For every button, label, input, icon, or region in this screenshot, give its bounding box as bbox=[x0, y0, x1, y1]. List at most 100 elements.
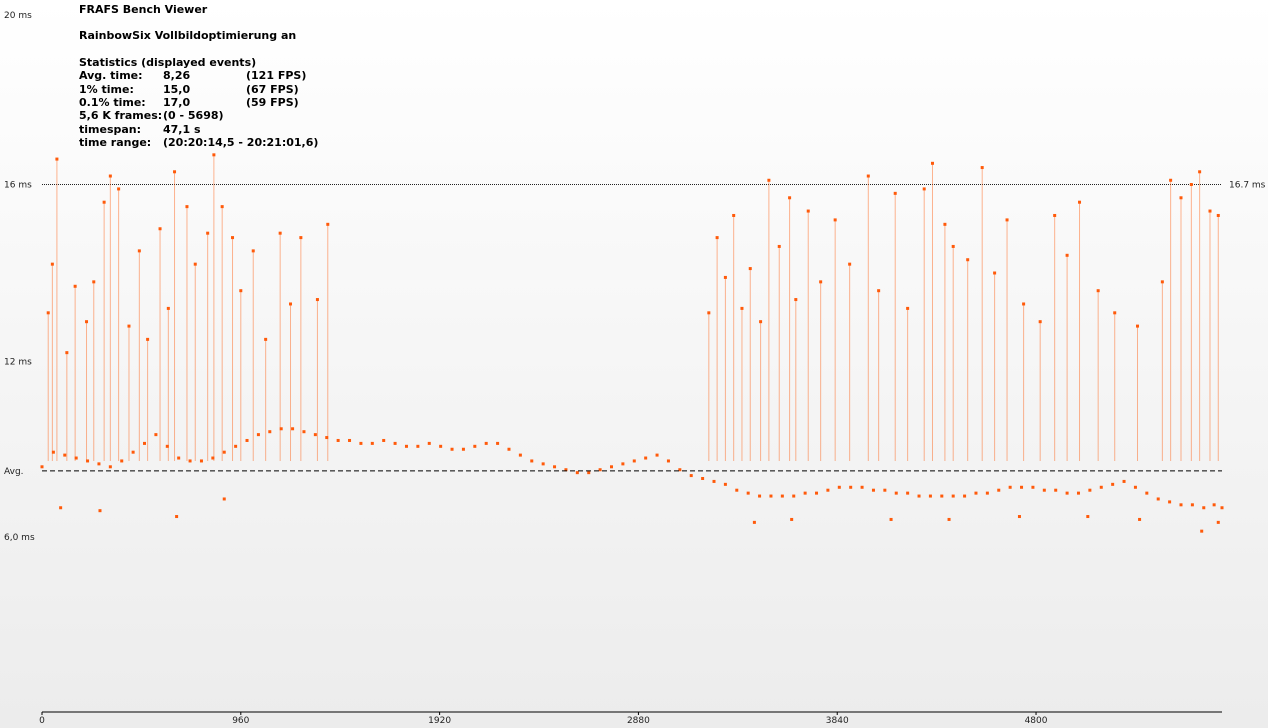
y-tick-label: 20 ms bbox=[4, 11, 32, 21]
frametime-point bbox=[439, 444, 443, 448]
frametime-point bbox=[777, 244, 781, 248]
frametime-point bbox=[212, 153, 216, 157]
frametime-point bbox=[1145, 491, 1149, 495]
frametime-point bbox=[928, 494, 932, 498]
x-tick-label: 1920 bbox=[428, 716, 451, 726]
frametime-point bbox=[211, 456, 215, 460]
stats-panel: FRAFS Bench Viewer RainbowSix Vollbildop… bbox=[79, 3, 319, 150]
frametime-point bbox=[315, 298, 319, 302]
frametime-point bbox=[1065, 253, 1069, 257]
frametime-point bbox=[735, 488, 739, 492]
stats-label: 0.1% time: bbox=[79, 96, 146, 110]
frametime-point bbox=[92, 280, 96, 284]
frametime-point bbox=[951, 494, 955, 498]
frametime-point bbox=[707, 311, 711, 315]
frametime-point bbox=[63, 453, 67, 457]
frametime-point bbox=[158, 227, 162, 231]
frametime-point bbox=[1216, 213, 1220, 217]
frametime-point bbox=[792, 494, 796, 498]
frametime-point bbox=[137, 249, 141, 253]
frametime-point bbox=[206, 231, 210, 235]
frametime-point bbox=[780, 494, 784, 498]
stats-value: 15,0 bbox=[163, 82, 191, 96]
frametime-point bbox=[746, 491, 750, 495]
frametime-point bbox=[951, 244, 955, 248]
frametime-point bbox=[1212, 503, 1216, 507]
frametime-point bbox=[655, 453, 659, 457]
frametime-point bbox=[632, 459, 636, 463]
frametime-point bbox=[752, 520, 756, 524]
stats-value: (20:20:14,5 - 20:21:01,6) bbox=[163, 136, 319, 150]
frametime-point bbox=[185, 205, 189, 209]
frametime-point bbox=[877, 289, 881, 293]
frametime-point bbox=[222, 450, 226, 454]
frametime-point bbox=[175, 515, 179, 519]
frametime-point bbox=[1122, 479, 1126, 483]
frametime-point bbox=[59, 506, 63, 510]
frametime-point bbox=[1160, 280, 1164, 284]
frametime-point bbox=[1111, 482, 1115, 486]
frametime-point bbox=[922, 187, 926, 191]
average-line-label: Avg. bbox=[4, 467, 24, 477]
frametime-point bbox=[553, 465, 557, 469]
frametime-point bbox=[1042, 488, 1046, 492]
stats-value: 8,26 bbox=[163, 69, 191, 83]
frametime-point bbox=[860, 485, 864, 489]
frametime-point bbox=[833, 218, 837, 222]
frametime-point bbox=[980, 166, 984, 170]
frametime-point bbox=[1169, 178, 1173, 182]
frametime-point bbox=[767, 178, 771, 182]
x-tick-label: 4800 bbox=[1025, 716, 1048, 726]
stats-row: Avg. time: 8,26 (121 FPS) bbox=[79, 69, 306, 82]
reference-line-label: 16.7 ms bbox=[1229, 181, 1266, 191]
frametime-point bbox=[849, 485, 853, 489]
frametime-point bbox=[46, 311, 50, 315]
frametime-point bbox=[299, 236, 303, 240]
frametime-point bbox=[564, 468, 568, 472]
frametime-point bbox=[98, 509, 102, 513]
x-tick-label: 0 bbox=[39, 716, 45, 726]
frametime-point bbox=[758, 494, 762, 498]
frametime-point bbox=[815, 491, 819, 495]
frametime-point bbox=[146, 337, 150, 341]
frametime-point bbox=[943, 222, 947, 226]
frametime-point bbox=[85, 320, 89, 324]
stats-heading: Statistics (displayed events) bbox=[79, 55, 257, 69]
frametime-point bbox=[143, 441, 147, 445]
frametime-point bbox=[759, 320, 763, 324]
frametime-point bbox=[837, 485, 841, 489]
stats-label: 5,6 K frames: bbox=[79, 109, 163, 123]
stats-value: 17,0 bbox=[163, 96, 191, 110]
frametime-point bbox=[966, 258, 970, 262]
frametime-point bbox=[598, 468, 602, 472]
frametime-point bbox=[117, 187, 121, 191]
frametime-point bbox=[723, 275, 727, 279]
frametime-point bbox=[348, 438, 352, 442]
frametime-point bbox=[359, 441, 363, 445]
frametime-point bbox=[689, 474, 693, 478]
frametime-point bbox=[803, 491, 807, 495]
frametime-point bbox=[65, 351, 69, 355]
frametime-point bbox=[1136, 324, 1140, 328]
frametime-point bbox=[74, 456, 78, 460]
frametime-point bbox=[108, 174, 112, 178]
frametime-point bbox=[188, 459, 192, 463]
stats-row: time range: (20:20:14,5 - 20:21:01,6) bbox=[79, 136, 319, 150]
frametime-point bbox=[507, 447, 511, 451]
frametime-point bbox=[848, 262, 852, 266]
frametime-point bbox=[427, 441, 431, 445]
frametime-point bbox=[993, 271, 997, 275]
frametime-point bbox=[370, 441, 374, 445]
frametime-point bbox=[268, 430, 272, 434]
frametime-point bbox=[790, 517, 794, 521]
frametime-point bbox=[404, 444, 408, 448]
frametime-point bbox=[1096, 289, 1100, 293]
frametime-point bbox=[788, 196, 792, 200]
y-tick-label: 6,0 ms bbox=[4, 533, 35, 543]
frametime-point bbox=[1179, 196, 1183, 200]
stats-extra: (59 FPS) bbox=[246, 96, 299, 110]
stats-label: time range: bbox=[79, 136, 152, 150]
frametime-point bbox=[173, 170, 177, 174]
frametime-point bbox=[940, 494, 944, 498]
